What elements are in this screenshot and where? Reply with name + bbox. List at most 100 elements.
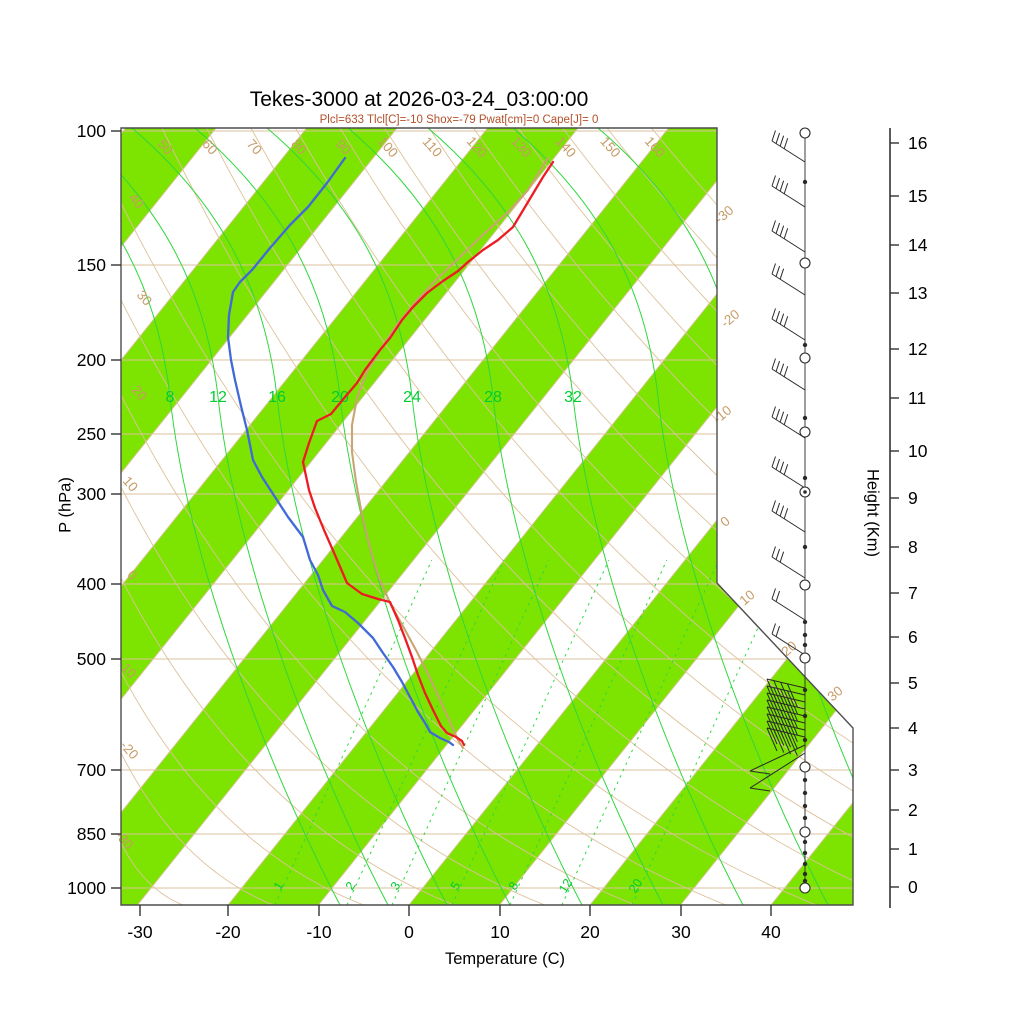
dry-adiabat-label: 70 bbox=[244, 136, 265, 157]
pressure-tick-label: 300 bbox=[77, 484, 106, 504]
temperature-tick-label: -30 bbox=[127, 922, 153, 942]
height-tick-label: 1 bbox=[908, 839, 918, 859]
mixing-ratio-label: 2 bbox=[343, 879, 359, 892]
wind-level-dot bbox=[802, 619, 808, 625]
dry-adiabat-label: 40 bbox=[126, 190, 147, 211]
dry-adiabat-label: 90 bbox=[333, 136, 354, 157]
pressure-tick-label: 850 bbox=[77, 824, 106, 844]
temperature-tick-label: 20 bbox=[580, 922, 600, 942]
moist-adiabat-label: 32 bbox=[564, 389, 582, 406]
height-tick-label: 9 bbox=[908, 488, 918, 508]
chart-title: Tekes-3000 at 2026-03-24_03:00:00 bbox=[249, 88, 589, 111]
temperature-axis-title: Temperature (C) bbox=[444, 950, 566, 968]
parcel-curve bbox=[350, 156, 550, 750]
wind-level-dot bbox=[802, 878, 808, 884]
moist-adiabat-label: 16 bbox=[268, 389, 286, 406]
height-tick-label: 0 bbox=[908, 877, 918, 897]
wind-level-dot bbox=[802, 861, 808, 867]
height-tick-label: 8 bbox=[908, 537, 918, 557]
wind-level-dot bbox=[802, 179, 808, 185]
wind-level-circle bbox=[799, 352, 811, 364]
wind-level-dot bbox=[802, 415, 808, 421]
pressure-tick-label: 250 bbox=[77, 424, 106, 444]
isotherm-label: -20 bbox=[718, 307, 743, 331]
chart-subtitle: Plcl=633 Tlcl[C]=-10 Shox=-79 Pwat[cm]=0… bbox=[319, 114, 599, 126]
height-tick-label: 2 bbox=[908, 800, 918, 820]
pressure-tick-label: 700 bbox=[77, 760, 106, 780]
temperature-tick-label: 0 bbox=[404, 922, 414, 942]
border bbox=[120, 127, 854, 906]
dry-adiabat-label: 80 bbox=[288, 136, 309, 157]
height-tick-label: 16 bbox=[908, 133, 927, 153]
moist-adiabat-label: 8 bbox=[166, 389, 175, 406]
wind-level-circle bbox=[799, 761, 811, 773]
dry-adiabat-label: 50 bbox=[155, 136, 176, 157]
wind-level-circle bbox=[799, 579, 811, 591]
dry-adiabat-label: 110 bbox=[420, 134, 446, 160]
wind-level-dot bbox=[802, 871, 808, 877]
moist-adiabat-label: 24 bbox=[403, 389, 421, 406]
wind-level-dot bbox=[802, 713, 808, 719]
mixing-ratio-label: 3 bbox=[388, 879, 404, 892]
mixing-ratio-label: 12 bbox=[556, 876, 575, 895]
wind-level-dot bbox=[802, 777, 808, 783]
wind-level-dot bbox=[802, 687, 808, 693]
dry-adiabat-label: 20 bbox=[129, 382, 150, 403]
wind-level-dot bbox=[802, 790, 808, 796]
wind-level-dot bbox=[802, 850, 808, 856]
wind-level-dot bbox=[802, 803, 808, 809]
temperature-tick-label: 30 bbox=[671, 922, 691, 942]
wind-level-circle bbox=[799, 127, 811, 139]
wind-level-dot bbox=[802, 642, 808, 648]
pressure-tick-label: 100 bbox=[77, 121, 106, 141]
wind-level-dot bbox=[802, 839, 808, 845]
isotherm-label: 20 bbox=[779, 638, 800, 659]
height-tick-label: 12 bbox=[908, 339, 927, 359]
wind-barbs bbox=[749, 127, 811, 894]
pressure-tick-label: 400 bbox=[77, 574, 106, 594]
temperature-tick-label: 40 bbox=[761, 922, 781, 942]
isotherm-label: 10 bbox=[737, 587, 758, 608]
dry-adiabat-label: 30 bbox=[134, 287, 155, 308]
height-tick-label: 5 bbox=[908, 673, 918, 693]
pressure-tick-label: 500 bbox=[77, 649, 106, 669]
moist-adiabat-label: 12 bbox=[209, 389, 227, 406]
pressure-gridlines bbox=[121, 130, 853, 889]
wind-level-circle bbox=[799, 257, 811, 269]
height-tick-label: 4 bbox=[908, 718, 918, 738]
moist-adiabat-label: 20 bbox=[331, 389, 349, 406]
wind-level-dot bbox=[802, 632, 808, 638]
wind-level-circle bbox=[799, 652, 811, 664]
height-tick-label: 3 bbox=[908, 760, 918, 780]
height-tick-label: 11 bbox=[908, 388, 926, 408]
height-tick-label: 6 bbox=[908, 627, 918, 647]
dewpoint-curve bbox=[226, 156, 455, 747]
height-tick-label: 10 bbox=[908, 441, 928, 461]
mixing-ratio-label: 20 bbox=[626, 876, 645, 895]
wind-level-dot bbox=[802, 342, 808, 348]
wind-level-dot bbox=[802, 737, 808, 743]
wind-level-circle bbox=[799, 426, 811, 438]
pressure-tick-label: 1000 bbox=[67, 878, 106, 898]
height-tick-label: 7 bbox=[908, 583, 918, 603]
dry-adiabat-label: 150 bbox=[597, 134, 623, 161]
height-tick-label: 14 bbox=[908, 235, 928, 255]
temperature-curve bbox=[301, 160, 555, 747]
temperature-tick-label: -10 bbox=[306, 922, 332, 942]
temperature-tick-label: 10 bbox=[490, 922, 510, 942]
wind-level-circle bbox=[799, 826, 811, 838]
wind-level-dot bbox=[802, 815, 808, 821]
pressure-tick-label: 200 bbox=[77, 350, 106, 370]
dry-adiabat-label: 60 bbox=[199, 136, 220, 157]
height-tick-label: 13 bbox=[908, 283, 927, 303]
temperature-tick-label: -20 bbox=[215, 922, 241, 942]
wind-level-dot bbox=[802, 544, 808, 550]
isotherm-label: 0 bbox=[717, 513, 732, 529]
isotherm-label: -30 bbox=[712, 203, 737, 227]
pressure-tick-label: 150 bbox=[77, 255, 106, 275]
dry-adiabat-label: 10 bbox=[120, 473, 141, 494]
moist-adiabat-label: 28 bbox=[484, 389, 502, 406]
wind-level-circle bbox=[799, 882, 811, 894]
